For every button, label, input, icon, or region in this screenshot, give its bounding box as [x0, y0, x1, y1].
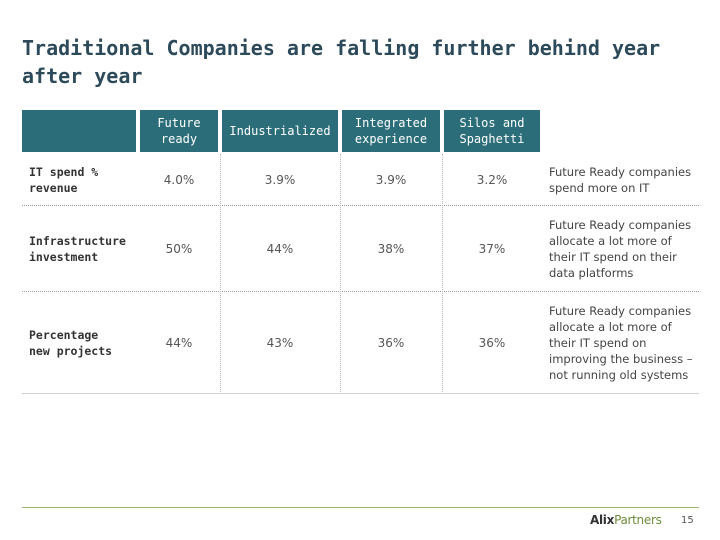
- column-header-integrated-experience: Integrated experience: [354, 116, 428, 146]
- table-cell: 44%: [165, 336, 193, 350]
- row-note-it-spend: Future Ready companies spend more on IT: [549, 165, 692, 195]
- logo-text-alix: Alix: [590, 513, 615, 527]
- table-cell: 38%: [377, 242, 405, 256]
- slide-title: Traditional Companies are falling furthe…: [22, 36, 661, 88]
- column-header-future-ready: Future ready: [157, 116, 201, 146]
- table-cell: 44%: [266, 242, 294, 256]
- table-cell: 3.2%: [476, 173, 508, 187]
- row-label-infrastructure: Infrastructure investment: [29, 234, 126, 264]
- header-cell-integrated-experience: [342, 110, 440, 152]
- header-corner-cell: [22, 110, 136, 152]
- table-cell: 3.9%: [375, 173, 407, 187]
- row-note-new-projects: Future Ready companies allocate a lot mo…: [549, 304, 693, 382]
- table-cell: 37%: [478, 242, 506, 256]
- table-cell: 36%: [478, 336, 506, 350]
- row-label-it-spend: IT spend % revenue: [29, 165, 99, 195]
- row-note-infrastructure: Future Ready companies allocate a lot mo…: [549, 218, 692, 280]
- table-cell: 3.9%: [264, 173, 296, 187]
- header-cell-industrialized: [222, 110, 338, 152]
- footer-rule: [22, 507, 699, 508]
- logo-text-partners: Partners: [614, 513, 662, 527]
- column-header-silos-spaghetti: Silos and Spaghetti: [459, 116, 525, 146]
- table-cell: 50%: [165, 242, 193, 256]
- row-divider: [22, 205, 699, 206]
- column-divider: [220, 154, 221, 392]
- table-cell: 43%: [266, 336, 294, 350]
- page-number: 15: [681, 515, 694, 526]
- company-logo: AlixPartners: [590, 513, 662, 527]
- column-divider: [442, 154, 443, 392]
- header-cell-future-ready: [140, 110, 218, 152]
- row-divider: [22, 291, 699, 292]
- row-label-new-projects: Percentage new projects: [29, 328, 113, 358]
- header-cell-silos-spaghetti: [444, 110, 540, 152]
- table-cell: 36%: [377, 336, 405, 350]
- column-divider: [340, 154, 341, 392]
- table-bottom-rule: [22, 393, 699, 394]
- table-cell: 4.0%: [163, 173, 195, 187]
- column-header-industrialized: Industrialized: [229, 124, 331, 138]
